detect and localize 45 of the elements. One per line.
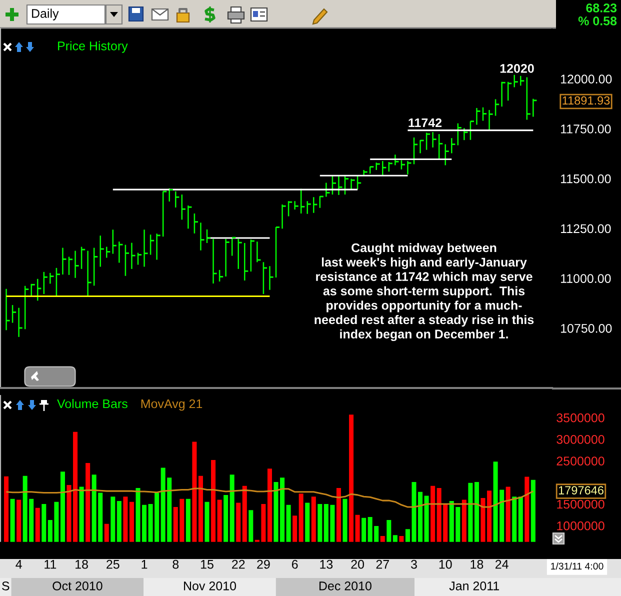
text: 68.23 [586,4,617,12]
annotation: 12020 [500,64,534,73]
x-tick-label: 1 [142,560,148,569]
y-tick-label: 12000.00 [561,74,612,84]
text: S [2,582,10,590]
text: Volume Bars [57,399,128,408]
x-tick-label: 29 [257,560,270,569]
x-tick-label: 20 [351,560,364,569]
text: Oct 2010 [52,582,102,590]
y-tick-label: 11000.00 [561,274,611,283]
y-tick-label: 3000000 [556,435,604,444]
text: Jan 2011 [449,582,499,590]
x-tick-label: 18 [470,560,484,569]
text: Nov 2010 [184,582,236,590]
x-tick-label: 3 [411,560,417,569]
text: Daily [32,8,59,20]
x-tick-label: 8 [172,560,179,569]
text: 1797646 [558,486,604,494]
text: Dec 2010 [319,582,372,590]
text: Price History [58,41,128,53]
y-tick-label: 11250.00 [561,224,611,234]
x-tick-label: 13 [320,560,333,569]
y-tick-label: 11750.00 [561,124,611,134]
x-tick-label: 10 [439,560,452,569]
x-tick-label: 18 [76,560,88,569]
y-tick-label: 1000000 [557,521,604,530]
y-tick-label: 1500000 [557,500,604,509]
annotation: Caught midway between last week's high and early-January resistance at 11742 which may serve as some short-term support. This provides opportunity for a much- needed rest after a steady rise in this index began on December 1. [314,243,534,342]
x-tick-label: 24 [495,560,508,569]
y-tick-label: 11500.00 [561,174,611,184]
x-tick-label: 6 [292,560,298,569]
y-tick-label: 2500000 [556,456,604,466]
annotation: 11742 [408,118,442,128]
text: MovAvg 21 [141,399,202,411]
text: 1/31/11 4:00 [551,562,604,570]
x-tick-label: 25 [106,560,120,569]
x-tick-label: 4 [16,560,22,569]
text: % 0.58 [578,16,617,26]
x-tick-label: 27 [376,560,389,569]
text: 11891.93 [562,96,610,105]
x-tick-label: 11 [44,560,56,569]
y-tick-label: 10750.00 [561,324,612,333]
y-tick-label: 3500000 [556,413,604,422]
x-tick-label: 22 [232,560,245,569]
x-tick-label: 15 [201,560,214,569]
